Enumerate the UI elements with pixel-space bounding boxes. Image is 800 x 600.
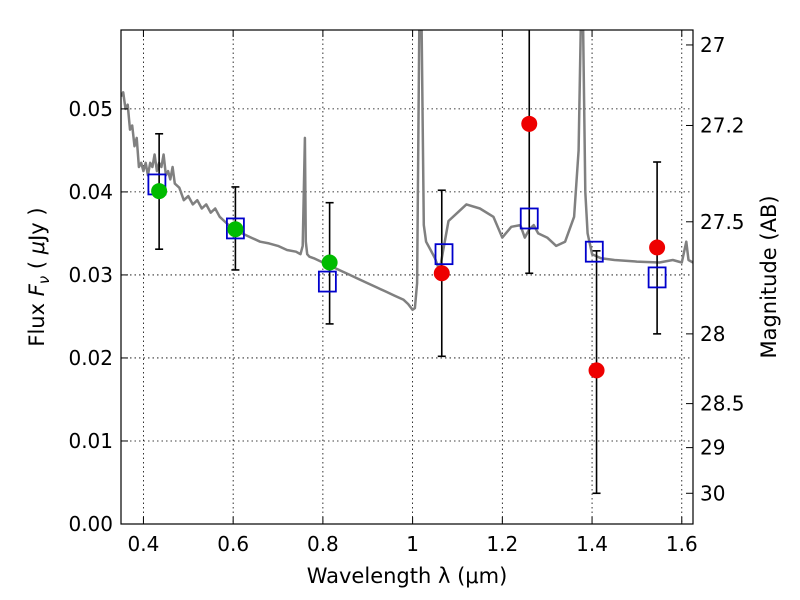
ir-data-point: [649, 239, 666, 256]
y-tick-label: 0.04: [68, 180, 113, 204]
x-tick-label: 1.4: [576, 532, 608, 556]
y-tick-label: 0.00: [68, 512, 113, 536]
right-tick-label: 28: [700, 322, 725, 346]
ir-data-point: [433, 265, 450, 282]
model-square-marker: [519, 207, 539, 230]
x-tick-label: 1.6: [666, 532, 698, 556]
model-square-marker: [647, 266, 667, 289]
hst-data-point: [321, 254, 338, 271]
right-tick-label: 28.5: [700, 392, 745, 416]
hst-data-point: [227, 221, 244, 238]
model-square-marker: [317, 270, 337, 293]
y-tick-label: 0.05: [68, 97, 113, 121]
model-square-marker: [434, 243, 454, 266]
right-axis-label: Magnitude (AB): [757, 195, 781, 358]
model-square-marker: [584, 240, 604, 263]
model-square-marker: [225, 217, 245, 240]
hst-data-point: [151, 183, 168, 200]
y-tick-label: 0.01: [68, 429, 113, 453]
right-tick-label: 29: [700, 436, 725, 460]
right-tick-label: 27.2: [700, 113, 745, 137]
x-tick-label: 1: [406, 532, 419, 556]
x-axis-label: Wavelength λ (μm): [307, 564, 508, 588]
x-tick-label: 1.2: [486, 532, 518, 556]
ir-data-point: [521, 115, 538, 132]
error-bars: [147, 30, 667, 495]
y-tick-label: 0.03: [68, 263, 113, 287]
y-axis-label: Flux Fν ( μJy ): [25, 207, 53, 346]
x-tick-label: 0.6: [217, 532, 249, 556]
x-tick-label: 0.8: [307, 532, 339, 556]
plot-frame: [120, 29, 694, 525]
right-tick-label: 30: [700, 481, 725, 505]
plot-data: [121, 30, 693, 312]
axis-ticks: 0.4 0.6 0.8 1 1.2 1.4 1.6 0.00 0.01 0.02 0.03 0.04 0…: [68, 30, 745, 556]
right-tick-label: 27.5: [700, 210, 745, 234]
ir-data-point: [588, 362, 605, 379]
x-tick-label: 0.4: [128, 532, 160, 556]
spectrum-line: [121, 30, 693, 312]
y-tick-label: 0.02: [68, 346, 113, 370]
grid-lines: [121, 30, 693, 525]
right-tick-label: 27: [700, 33, 725, 57]
